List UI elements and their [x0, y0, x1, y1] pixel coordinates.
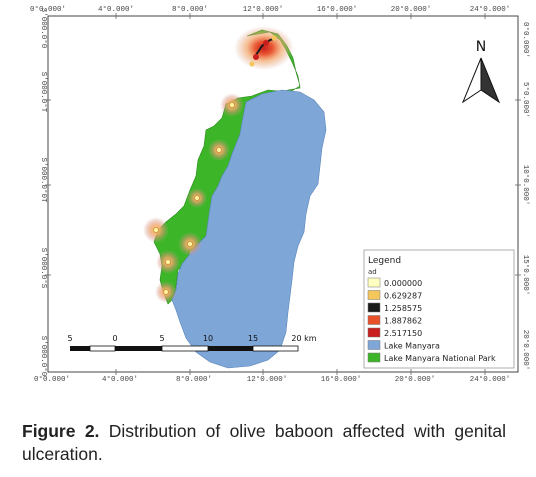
sighting-points [143, 93, 244, 303]
legend-box [363, 249, 515, 369]
figure-label: Figure 2. [22, 421, 100, 441]
point-high-2 [263, 40, 269, 46]
legend-item-label: 1.887862 [384, 317, 422, 326]
top-tick: 20°0.000' [391, 5, 432, 14]
bottom-tick: 24°0.000' [470, 375, 511, 384]
figure-caption-text: Distribution of olive baboon affected wi… [22, 421, 506, 464]
top-tick: 12°0.000' [243, 5, 284, 14]
right-tick: 0°0.000' [521, 22, 530, 58]
point-core [152, 226, 159, 233]
right-tick: 20°0.000' [521, 330, 530, 371]
scale-label: 15 [248, 334, 258, 343]
point-core [194, 195, 200, 201]
legend-swatch [367, 352, 381, 363]
map: 0°0.000' 4°0.000' 8°0.000' 12°0.000' 16°… [30, 5, 530, 384]
bottom-tick: 0°0.000' [34, 375, 70, 384]
scale-bar [70, 345, 299, 352]
legend-item-label: 2.517150 [384, 329, 422, 338]
legend-swatch [367, 277, 381, 288]
bottom-tick: 8°0.000' [176, 375, 212, 384]
right-tick: 5°0.000' [521, 82, 530, 118]
top-tick: 24°0.000' [470, 5, 511, 14]
right-tick: 10°0.000' [521, 165, 530, 206]
figure-caption: Figure 2. Distribution of olive baboon a… [22, 420, 506, 466]
legend-swatch [367, 340, 381, 350]
legend-item-label: 1.258575 [384, 304, 422, 313]
legend-swatch [367, 327, 381, 338]
left-tick: S'000.0°T [39, 72, 48, 113]
point-core [186, 240, 193, 247]
bottom-tick: 12°0.000' [247, 375, 288, 384]
top-tick: 8°0.000' [172, 5, 208, 14]
top-tick: 0°0.000' [30, 5, 66, 14]
legend-item-label: Lake Manyara National Park [384, 354, 496, 363]
point-core [228, 102, 235, 109]
scale-label: 20 km [291, 334, 316, 343]
legend-title: Legend [368, 256, 401, 266]
hotspot-cluster-north [234, 26, 294, 70]
legend-item-label: 0.000000 [384, 279, 422, 288]
scale-label: 5 [159, 334, 164, 343]
legend-item-label: 0.629287 [384, 292, 422, 301]
legend-swatch [367, 290, 381, 300]
legend-item-label: Lake Manyara [384, 342, 440, 351]
legend-swatch [367, 302, 381, 313]
right-tick: 15°0.000' [521, 255, 530, 296]
legend-subtitle: ad [368, 268, 377, 276]
left-tick: S'000.0°0 [39, 8, 48, 49]
point-core [164, 258, 171, 265]
scale-label: 0 [112, 334, 117, 343]
north-arrow-icon [461, 57, 501, 104]
left-tick: S'000.0°0 [39, 336, 48, 377]
scale-label: 10 [203, 334, 213, 343]
left-tick: S'000.0°S [39, 248, 48, 289]
bottom-tick: 20°0.000' [395, 375, 436, 384]
top-tick: 4°0.000' [98, 5, 134, 14]
left-tick: S'000.0°0T [39, 157, 48, 203]
north-label: N [476, 39, 486, 55]
legend: Legend ad [363, 249, 515, 369]
point-med-2 [249, 61, 255, 67]
legend-swatch [367, 315, 381, 325]
lake-area [171, 89, 327, 369]
bottom-tick: 16°0.000' [321, 375, 362, 384]
point-med-1 [271, 35, 277, 41]
scale-label: 5 [67, 334, 72, 343]
point-high-1 [253, 54, 259, 60]
point-core [163, 289, 169, 295]
top-tick: 16°0.000' [317, 5, 358, 14]
legend-items: 0.000000 0.629287 1.258575 1.887862 2.517150… [367, 277, 496, 363]
bottom-tick: 4°0.000' [102, 375, 138, 384]
point-core [215, 146, 222, 153]
